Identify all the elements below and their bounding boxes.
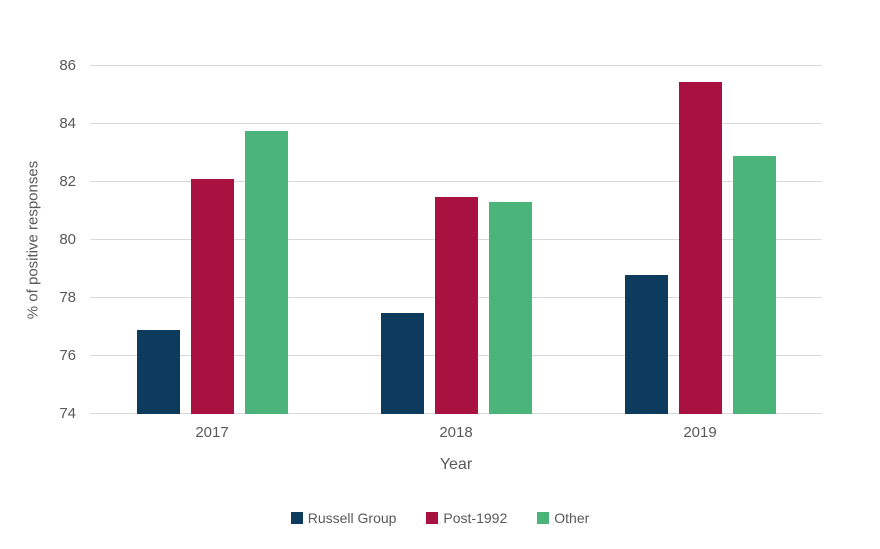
y-tick-label: 80	[59, 231, 76, 248]
x-tick-label-2018: 2018	[439, 424, 473, 441]
y-tick-label: 76	[59, 347, 76, 364]
legend-item-other: Other	[537, 510, 589, 526]
legend-item-post-1992: Post-1992	[426, 510, 507, 526]
bar-group-2019	[578, 66, 822, 414]
y-tick-label: 78	[59, 289, 76, 306]
legend-label: Post-1992	[443, 510, 508, 526]
bar-other-2017	[244, 131, 288, 414]
y-tick-label: 84	[59, 115, 76, 132]
bar-russell-group-2019	[624, 274, 668, 414]
bar-russell-group-2017	[136, 329, 180, 414]
bar-groups	[90, 66, 822, 414]
legend-label: Russell Group	[307, 510, 397, 526]
x-axis-title: Year	[439, 456, 473, 473]
legend-swatch-icon	[290, 512, 303, 524]
legend-item-russell-group: Russell Group	[290, 510, 397, 526]
plot-area	[90, 65, 822, 414]
bar-group-2018	[334, 66, 578, 414]
x-tick-label-2019: 2019	[683, 424, 717, 441]
x-tick-label-2017: 2017	[195, 424, 229, 441]
legend-swatch-icon	[426, 512, 439, 524]
gridline	[90, 181, 822, 182]
gridline	[90, 65, 822, 66]
legend: Russell Group Post-1992 Other	[0, 510, 880, 526]
bar-post-1992-2017	[190, 179, 234, 414]
bar-other-2019	[732, 155, 776, 414]
y-tick-label: 74	[59, 405, 76, 422]
x-axis-ticks: 2017 2018 2019	[90, 424, 822, 441]
y-tick-label: 82	[59, 173, 76, 190]
bar-group-2017	[90, 66, 334, 414]
bar-other-2018	[488, 202, 532, 414]
bar-russell-group-2018	[380, 312, 424, 414]
legend-swatch-icon	[537, 512, 550, 524]
legend-label: Other	[554, 510, 590, 526]
bar-post-1992-2019	[678, 81, 722, 414]
gridline	[90, 123, 822, 124]
bar-post-1992-2018	[434, 196, 478, 414]
y-tick-label: 86	[59, 57, 76, 74]
